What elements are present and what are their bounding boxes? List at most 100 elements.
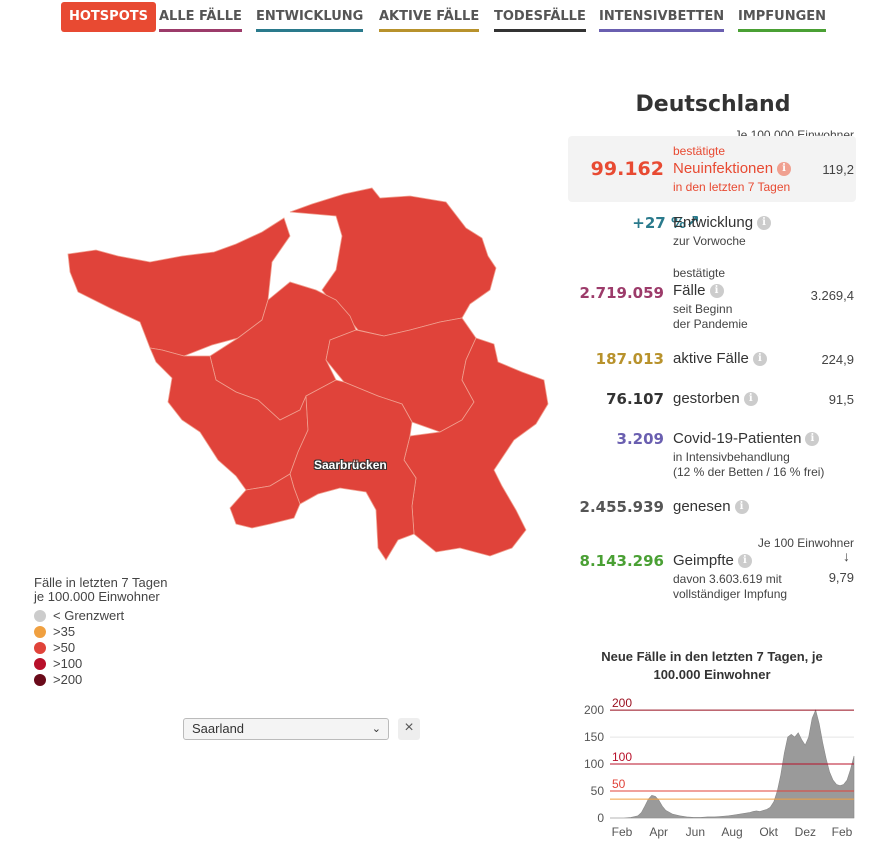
- legend-item: >100: [34, 656, 174, 672]
- chart-x-tick-label: Aug: [721, 825, 742, 839]
- stat-label: Fälle: [673, 282, 706, 299]
- stat-sub: zur Vorwoche: [673, 234, 746, 248]
- stat-number: 187.013: [595, 350, 664, 368]
- info-icon[interactable]: i: [709, 284, 724, 299]
- map-district-south-pocket[interactable]: [229, 473, 301, 529]
- stat-label-line: Entwicklung i: [673, 214, 772, 231]
- stat-number: 76.107: [606, 390, 664, 408]
- legend-label: >200: [53, 672, 83, 687]
- stat-per-100k: 3.269,4: [810, 288, 854, 303]
- info-icon[interactable]: i: [757, 216, 772, 231]
- stat-per-100k: 119,2: [822, 162, 854, 177]
- stat-row-geimpfte: 8.143.296 Geimpfte i davon 3.603.619 mit …: [566, 552, 860, 604]
- highlight-box: [568, 136, 856, 202]
- stat-prefix: bestätigte: [673, 266, 726, 280]
- region-select-value: Saarland: [192, 721, 245, 736]
- info-icon[interactable]: i: [777, 162, 792, 177]
- tab-label: TODESFÄLLE: [494, 9, 586, 24]
- legend-label: < Grenzwert: [53, 608, 125, 623]
- stat-sub: der Pandemie: [673, 317, 748, 331]
- chart-threshold-label: 100: [612, 750, 632, 764]
- info-icon[interactable]: i: [752, 352, 767, 367]
- chart-y-tick-label: 200: [584, 703, 604, 717]
- chart-threshold-label: 200: [612, 696, 632, 710]
- stat-label: gestorben: [673, 390, 740, 407]
- stat-label-line: Fälle i: [673, 282, 724, 299]
- stat-row-gestorben: 76.107 gestorben i 91,5: [566, 390, 860, 412]
- clear-region-button[interactable]: ×: [398, 718, 420, 740]
- info-icon[interactable]: i: [734, 500, 749, 515]
- legend-dot: [34, 626, 46, 638]
- tab-impfungen[interactable]: IMPFUNGEN: [738, 2, 827, 32]
- legend-item: >50: [34, 640, 174, 656]
- tab-label: IMPFUNGEN: [738, 9, 827, 24]
- stat-number: 3.209: [616, 430, 664, 448]
- tab-hotspots[interactable]: HOTSPOTS: [61, 2, 156, 32]
- legend-item: >200: [34, 672, 174, 688]
- tab-underline: [738, 29, 827, 32]
- chart-threshold-label: 50: [612, 777, 626, 791]
- stat-per-100k: 91,5: [828, 392, 854, 407]
- tab-underline: [379, 29, 480, 32]
- tab-alle-faelle[interactable]: ALLE FÄLLE: [159, 2, 242, 32]
- legend-item: >35: [34, 624, 174, 640]
- legend-title: Fälle in letzten 7 Tagen je 100.000 Einw…: [34, 575, 168, 604]
- region-select[interactable]: Saarland ⌄: [183, 718, 389, 740]
- info-icon[interactable]: i: [805, 432, 820, 447]
- per-100-header: Je 100 Einwohner: [757, 536, 854, 550]
- tab-label: ALLE FÄLLE: [159, 9, 242, 24]
- stat-label: aktive Fälle: [673, 350, 749, 367]
- chart-x-tick-label: Apr: [649, 825, 668, 839]
- tab-entwicklung[interactable]: ENTWICKLUNG: [256, 2, 364, 32]
- stat-row-neuinfektionen: bestätigte 99.162 Neuinfektionen i in den…: [566, 144, 860, 198]
- chart-y-tick-label: 50: [591, 784, 605, 798]
- stat-sub: in Intensivbehandlung: [673, 450, 790, 464]
- tab-todesfaelle[interactable]: TODESFÄLLE: [494, 2, 586, 32]
- stat-row-faelle: bestätigte 2.719.059 Fälle i seit Beginn …: [566, 266, 860, 336]
- chart-x-tick-label: Dez: [795, 825, 816, 839]
- incidence-chart: 0 50 100 150 200 200 100 50 Feb Apr Jun Aug Okt Dez Fe…: [584, 696, 855, 839]
- stat-label: Covid-19-Patienten: [673, 430, 802, 447]
- stat-sub: davon 3.603.619 mit: [673, 572, 782, 586]
- stat-sub: vollständiger Impfung: [673, 587, 788, 601]
- stat-prefix: bestätigte: [673, 144, 726, 158]
- legend-dot: [34, 658, 46, 670]
- tab-intensivbetten[interactable]: INTENSIVBETTEN: [599, 2, 725, 32]
- stat-label-line: genesen i: [673, 498, 749, 515]
- stats-title: Deutschland: [635, 92, 791, 117]
- stat-per-100: 9,79: [828, 570, 854, 585]
- chart-y-tick-label: 150: [584, 730, 604, 744]
- chart-x-tick-label: Okt: [759, 825, 778, 839]
- tab-aktive-faelle[interactable]: AKTIVE FÄLLE: [379, 2, 480, 32]
- stat-number: +27 %: [632, 214, 686, 232]
- stat-label: Geimpfte: [673, 552, 734, 569]
- info-icon[interactable]: i: [737, 554, 752, 569]
- region-map: [67, 187, 549, 561]
- legend-item: < Grenzwert: [34, 608, 174, 624]
- chart-y-tick-label: 100: [584, 757, 604, 771]
- info-icon[interactable]: i: [743, 392, 758, 407]
- stat-label-line: Covid-19-Patienten i: [673, 430, 820, 447]
- stat-number: 2.719.059: [579, 284, 664, 302]
- tab-underline: [599, 29, 725, 32]
- chart-x-tick-label: Feb: [612, 825, 633, 839]
- chart-title: Neue Fälle in den letzten 7 Tagen, je 10…: [601, 649, 823, 682]
- stat-label-line: gestorben i: [673, 390, 758, 407]
- stat-number: 99.162: [590, 158, 664, 180]
- trend-up-icon: ↗: [685, 212, 700, 232]
- tab-underline: [256, 29, 364, 32]
- map-district-east[interactable]: [403, 337, 549, 557]
- stat-sub: seit Beginn: [673, 302, 733, 316]
- tab-underline: [159, 29, 242, 32]
- chart-x-tick-label: Feb: [832, 825, 853, 839]
- map-district-north[interactable]: [289, 187, 497, 337]
- stat-per-100k: 224,9: [821, 352, 854, 367]
- legend-dot: [34, 642, 46, 654]
- arrow-down-icon: ↓: [843, 548, 850, 564]
- legend-label: >50: [53, 640, 76, 655]
- stat-label-line: Neuinfektionen i: [673, 160, 792, 177]
- stat-row-entwicklung: +27 % ↗ Entwicklung i zur Vorwoche: [566, 212, 860, 248]
- stat-label: genesen: [673, 498, 731, 515]
- legend-dot: [34, 674, 46, 686]
- stat-sub: (12 % der Betten / 16 % frei): [673, 465, 825, 479]
